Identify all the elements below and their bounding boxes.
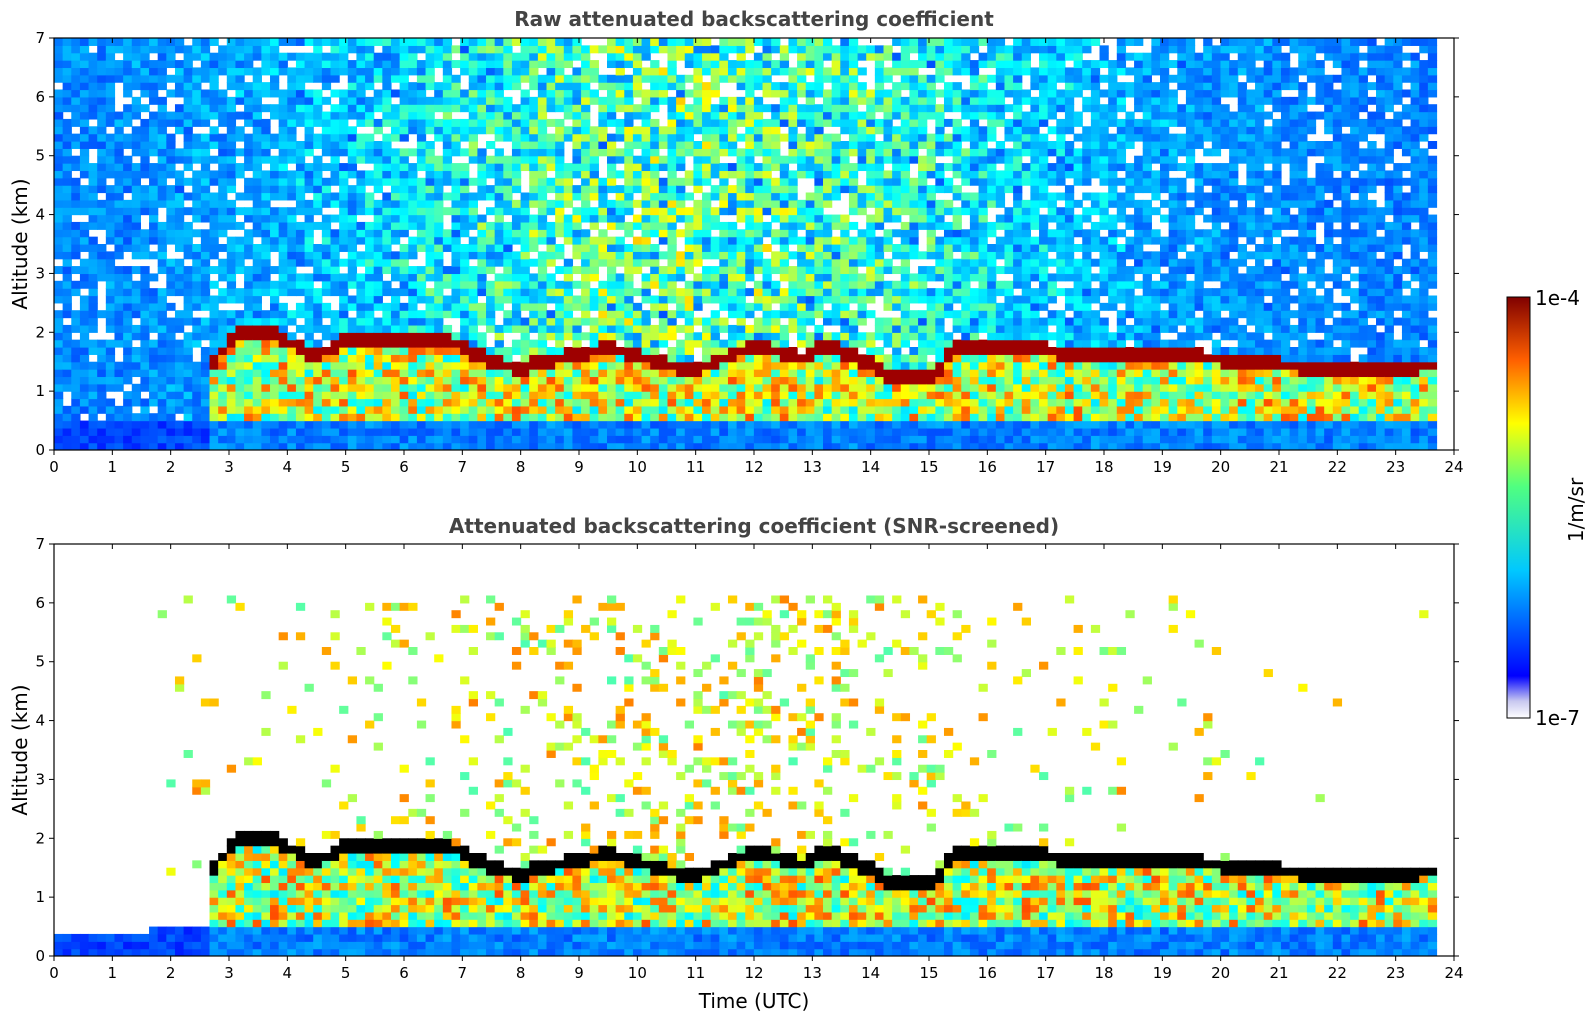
y-axis-label-raw: Altitude (km) (8, 178, 32, 309)
x-tick-label: 0 (49, 964, 59, 982)
panel-2-title: Attenuated backscattering coefficient (S… (449, 514, 1059, 538)
colorbar-min-label: 1e-7 (1535, 706, 1580, 730)
x-tick-label: 17 (1036, 458, 1055, 476)
y-tick-label: 3 (35, 770, 45, 788)
colorbar-unit-label: 1/m/sr (1564, 477, 1588, 542)
x-tick-label: 21 (1269, 458, 1288, 476)
x-tick-label: 15 (919, 458, 938, 476)
x-tick-label: 18 (1094, 458, 1113, 476)
x-tick-label: 19 (1153, 458, 1172, 476)
x-tick-label: 3 (224, 964, 234, 982)
x-tick-label: 0 (49, 458, 59, 476)
y-tick-label: 4 (35, 712, 45, 730)
x-tick-label: 2 (166, 458, 176, 476)
y-tick-label: 6 (35, 594, 45, 612)
axes-screened: 0 1 2 3 4 5 6 7 8 9 10 11 12 13 14 15 16 17 18 19 20 21 22 23 24… (35, 535, 1463, 982)
y-tick-label: 6 (35, 88, 45, 106)
x-tick-label: 2 (166, 964, 176, 982)
x-tick-label: 6 (399, 458, 409, 476)
y-tick-label: 1 (35, 888, 45, 906)
y-tick-label: 2 (35, 323, 45, 341)
y-tick-label: 0 (35, 947, 45, 965)
x-tick-label: 23 (1386, 964, 1405, 982)
y-tick-label: 3 (35, 264, 45, 282)
y-tick-label: 7 (35, 535, 45, 553)
axes-raw: 0 1 2 3 4 5 6 7 8 9 10 11 12 13 14 15 16 17 18 19 20 21 22 23 24… (35, 29, 1463, 476)
raw-backscatter-panel: Raw attenuated backscattering coefficien… (8, 7, 1464, 476)
x-tick-label: 22 (1328, 458, 1347, 476)
x-tick-label: 13 (803, 458, 822, 476)
x-tick-label: 17 (1036, 964, 1055, 982)
x-tick-label: 12 (744, 964, 763, 982)
x-tick-label: 4 (283, 458, 293, 476)
y-axis-label-screened: Altitude (km) (8, 684, 32, 815)
screened-backscatter-panel: Attenuated backscattering coefficient (S… (8, 514, 1464, 1013)
x-tick-label: 14 (861, 458, 880, 476)
x-tick-label: 9 (574, 964, 584, 982)
y-tick-label: 2 (35, 829, 45, 847)
x-axis-label: Time (UTC) (698, 989, 810, 1013)
y-tick-label: 5 (35, 147, 45, 165)
heatmap-screened (54, 595, 1438, 956)
x-tick-label: 24 (1444, 964, 1463, 982)
x-tick-label: 4 (283, 964, 293, 982)
x-tick-label: 6 (399, 964, 409, 982)
y-tick-label: 0 (35, 441, 45, 459)
y-tick-label: 1 (35, 382, 45, 400)
panel-1-title: Raw attenuated backscattering coefficien… (514, 7, 994, 31)
x-tick-label: 14 (861, 964, 880, 982)
x-tick-label: 8 (516, 458, 526, 476)
x-tick-label: 9 (574, 458, 584, 476)
x-tick-label: 18 (1094, 964, 1113, 982)
x-tick-label: 8 (516, 964, 526, 982)
x-tick-label: 20 (1211, 458, 1230, 476)
x-tick-label: 23 (1386, 458, 1405, 476)
x-tick-label: 10 (628, 964, 647, 982)
x-tick-label: 7 (458, 458, 468, 476)
x-tick-label: 12 (744, 458, 763, 476)
y-tick-label: 7 (35, 29, 45, 47)
x-tick-label: 1 (108, 458, 118, 476)
x-tick-label: 11 (686, 458, 705, 476)
colorbar-max-label: 1e-4 (1535, 286, 1580, 310)
x-tick-label: 16 (978, 458, 997, 476)
x-tick-label: 10 (628, 458, 647, 476)
y-tick-label: 5 (35, 653, 45, 671)
x-tick-label: 15 (919, 964, 938, 982)
heatmap-raw (54, 38, 1438, 450)
x-tick-label: 7 (458, 964, 468, 982)
x-tick-label: 11 (686, 964, 705, 982)
x-tick-label: 22 (1328, 964, 1347, 982)
x-tick-label: 16 (978, 964, 997, 982)
x-tick-label: 21 (1269, 964, 1288, 982)
x-tick-label: 13 (803, 964, 822, 982)
x-tick-label: 20 (1211, 964, 1230, 982)
x-tick-label: 24 (1444, 458, 1463, 476)
colorbar-gradient (1506, 296, 1531, 719)
x-tick-label: 5 (341, 458, 351, 476)
x-tick-label: 19 (1153, 964, 1172, 982)
x-tick-label: 1 (108, 964, 118, 982)
y-tick-label: 4 (35, 206, 45, 224)
x-tick-label: 5 (341, 964, 351, 982)
colorbar: 1e-4 1e-7 1/m/sr (1506, 286, 1588, 730)
x-tick-label: 3 (224, 458, 234, 476)
